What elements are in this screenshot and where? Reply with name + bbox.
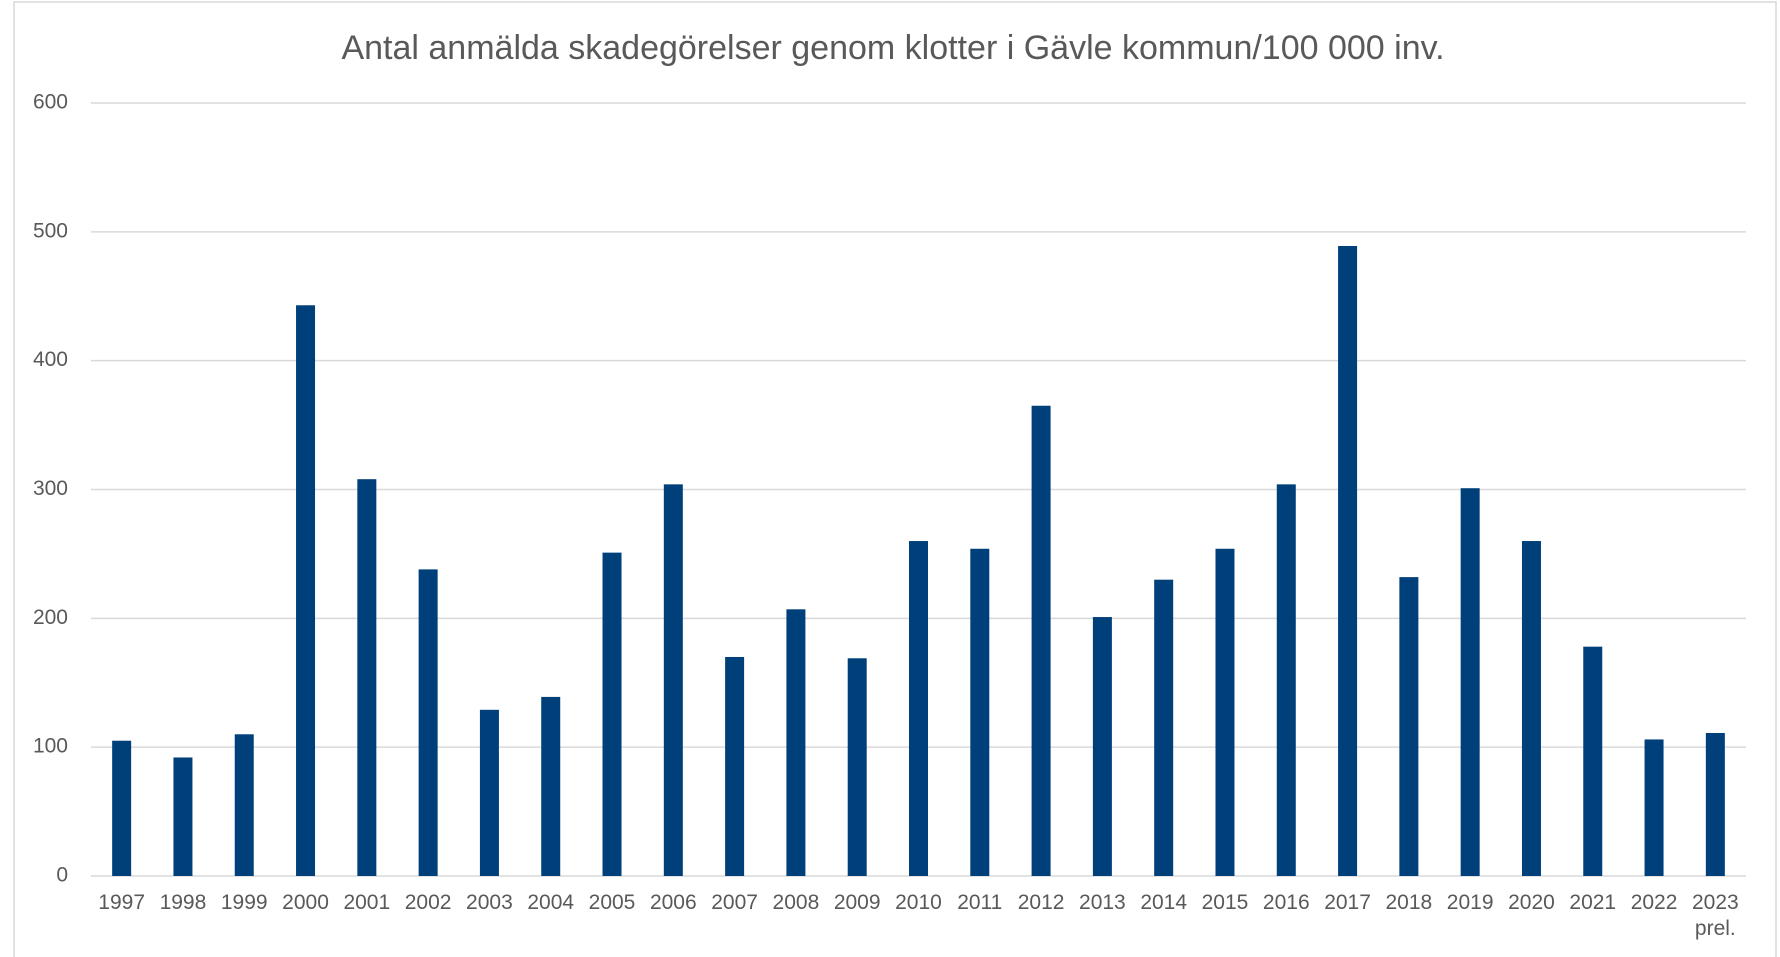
y-tick-label: 400 <box>33 348 68 371</box>
y-tick-label: 200 <box>33 606 68 629</box>
y-tick-label: 500 <box>33 219 68 242</box>
bar <box>1460 488 1480 876</box>
bar <box>1644 739 1664 876</box>
bar <box>786 609 806 876</box>
bar <box>112 740 132 876</box>
x-tick-label: 2009 <box>833 891 881 914</box>
bar <box>1705 732 1725 876</box>
x-tick-label: 2020 <box>1508 891 1555 914</box>
bar <box>602 552 622 876</box>
x-tick-label: 1999 <box>220 891 268 914</box>
x-tick-label: 2023 prel. <box>1691 891 1739 940</box>
bar <box>1521 541 1541 876</box>
x-tick-label: 2007 <box>711 891 758 914</box>
bar <box>909 541 928 876</box>
x-tick-label: 2015 <box>1201 891 1249 914</box>
bar <box>541 696 561 876</box>
x-tick-label: 2018 <box>1385 891 1433 914</box>
x-tick-label: 1997 <box>98 891 145 914</box>
x-tick-label: 2010 <box>895 891 942 914</box>
x-tick-label: 2004 <box>527 891 575 914</box>
bar <box>479 709 499 876</box>
bar <box>1215 548 1235 876</box>
bar <box>1031 405 1051 876</box>
x-tick-label: 2019 <box>1446 891 1494 914</box>
x-tick-label: 2022 <box>1630 891 1678 914</box>
y-tick-label: 0 <box>56 864 68 887</box>
x-tick-label: 2021 <box>1569 891 1617 914</box>
bar <box>234 734 254 876</box>
bar <box>1583 646 1603 876</box>
x-tick-label: 2011 <box>957 891 1003 914</box>
x-tick-label: 2014 <box>1140 891 1188 914</box>
x-tick-label: 2000 <box>282 891 329 914</box>
x-tick-label: 2017 <box>1324 891 1371 914</box>
x-tick-label: 1998 <box>159 891 207 914</box>
bar <box>725 656 745 876</box>
bar <box>1276 484 1296 876</box>
bar <box>1092 617 1112 876</box>
x-tick-label: 2006 <box>649 891 697 914</box>
x-tick-label: 2001 <box>343 891 391 914</box>
x-tick-label: 2016 <box>1262 891 1310 914</box>
x-tick-label: 2008 <box>772 891 820 914</box>
y-tick-label: 300 <box>33 477 68 500</box>
bar <box>1399 577 1419 876</box>
bar <box>847 658 867 876</box>
y-tick-label: 100 <box>33 735 68 758</box>
bar <box>296 305 316 877</box>
x-tick-label: 2003 <box>466 891 513 914</box>
chart-border <box>13 1 1777 957</box>
bar <box>1154 579 1174 876</box>
bar <box>1338 246 1358 876</box>
bar <box>173 757 193 876</box>
x-tick-label: 2012 <box>1017 891 1065 914</box>
bar <box>663 484 683 876</box>
x-tick-label: 2013 <box>1079 891 1126 914</box>
x-tick-label: 2002 <box>404 891 452 914</box>
bar <box>418 569 438 876</box>
y-tick-label: 600 <box>33 91 68 114</box>
x-tick-label: 2005 <box>588 891 636 914</box>
bar <box>357 479 377 876</box>
chart-title: Antal anmälda skadegörelser genom klotte… <box>341 29 1444 67</box>
bar <box>970 548 990 876</box>
